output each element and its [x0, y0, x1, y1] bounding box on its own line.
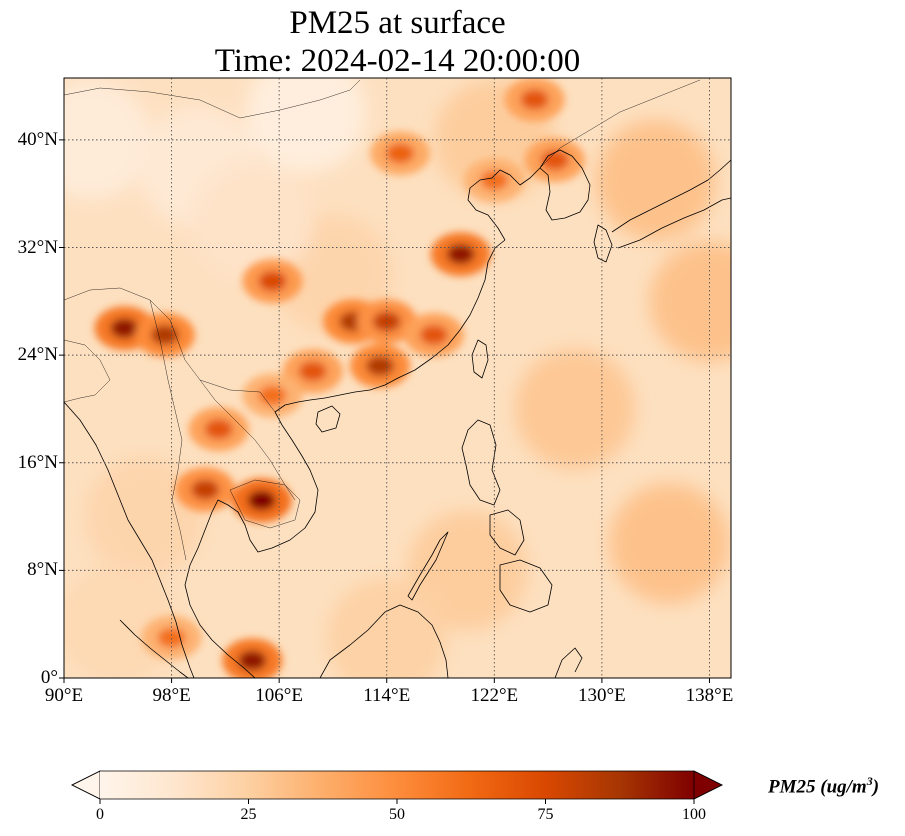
pm25-hotspot — [464, 158, 525, 203]
coastlines — [64, 149, 731, 678]
colorbar-body — [100, 771, 694, 799]
map-frame — [63, 77, 732, 679]
pm25-hotspot — [222, 638, 283, 678]
sumatra-coastline — [119, 619, 189, 678]
lon-tick-label: 130°E — [578, 685, 626, 706]
graticule — [64, 78, 731, 678]
northeast-border — [539, 79, 701, 169]
field-patch — [515, 348, 636, 469]
mongolia-border — [64, 79, 361, 119]
lon-tick-label: 138°E — [685, 685, 734, 706]
colorbar-tick-label: 0 — [96, 806, 104, 823]
pm25-hotspot — [430, 232, 491, 277]
china-coastline — [274, 239, 506, 413]
korea-coastline — [539, 149, 591, 221]
lat-tick-label: 8°N — [27, 559, 58, 581]
japan-honshu — [611, 159, 731, 233]
indochina-coastline — [184, 411, 319, 678]
japan-honshu-south — [617, 197, 731, 249]
lat-tick-label: 16°N — [17, 451, 58, 473]
field-patch — [595, 120, 716, 241]
sulawesi-coastline — [554, 647, 583, 678]
lon-tick-label: 98°E — [152, 685, 191, 706]
china-south-border — [64, 287, 276, 413]
map-time-subtitle: Time: 2024-02-14 20:00:00 — [214, 43, 581, 79]
map-title: PM25 at surface — [289, 5, 506, 41]
lat-tick-label: 0° — [40, 667, 58, 688]
lon-tick-label: 106°E — [255, 685, 304, 706]
lat-tick-label: 24°N — [17, 344, 58, 366]
field-patch — [64, 79, 151, 200]
field-patch — [246, 78, 367, 173]
colorbar-extend-max — [693, 770, 723, 800]
myanmar-thai-border — [149, 299, 187, 561]
hainan-coastline — [315, 405, 341, 433]
borders — [64, 79, 701, 561]
colorbar-tick-label: 100 — [682, 806, 706, 823]
colorbar-tick-label: 50 — [389, 806, 405, 823]
pm25-hotspot — [524, 138, 585, 183]
pm25-hotspot — [504, 78, 565, 122]
mindanao-coastline — [499, 559, 553, 613]
lon-tick-label: 122°E — [470, 685, 519, 706]
lat-tick-label: 40°N — [17, 128, 58, 150]
field-patch — [192, 160, 313, 281]
palawan-coastline — [407, 531, 449, 601]
myanmar-coastline — [64, 401, 195, 678]
pm25-hotspot — [356, 299, 417, 344]
pm25-hotspot — [370, 131, 431, 176]
visayas-coastline — [489, 509, 525, 556]
colorbar-tick-label: 25 — [240, 806, 257, 823]
bohai-coastline — [467, 167, 541, 241]
india-border — [64, 339, 111, 403]
pm25-hotspot-layer — [94, 78, 585, 678]
colorbar-label: PM25 (ug/m3) — [768, 774, 880, 798]
lon-tick-label: 90°E — [44, 685, 84, 706]
cambodia-border — [229, 479, 301, 529]
lon-tick-label: 114°E — [363, 685, 411, 706]
field-patch — [649, 241, 731, 362]
colorbar-extend-min — [71, 770, 101, 800]
luzon-coastline — [461, 419, 501, 506]
japan-kyushu — [593, 224, 613, 263]
axis-tickmarks — [59, 139, 710, 683]
pm25-hotspot — [403, 312, 464, 357]
lat-tick-label: 32°N — [17, 236, 58, 258]
field-patch — [407, 510, 528, 631]
colorbar-tick-label: 75 — [537, 806, 554, 823]
field-patch — [326, 577, 447, 678]
pm25-hotspot — [188, 407, 249, 452]
field-patch — [609, 483, 730, 604]
pm25-hotspot — [231, 478, 292, 523]
pm25-hotspot — [282, 349, 343, 394]
borneo-coastline — [319, 604, 449, 678]
